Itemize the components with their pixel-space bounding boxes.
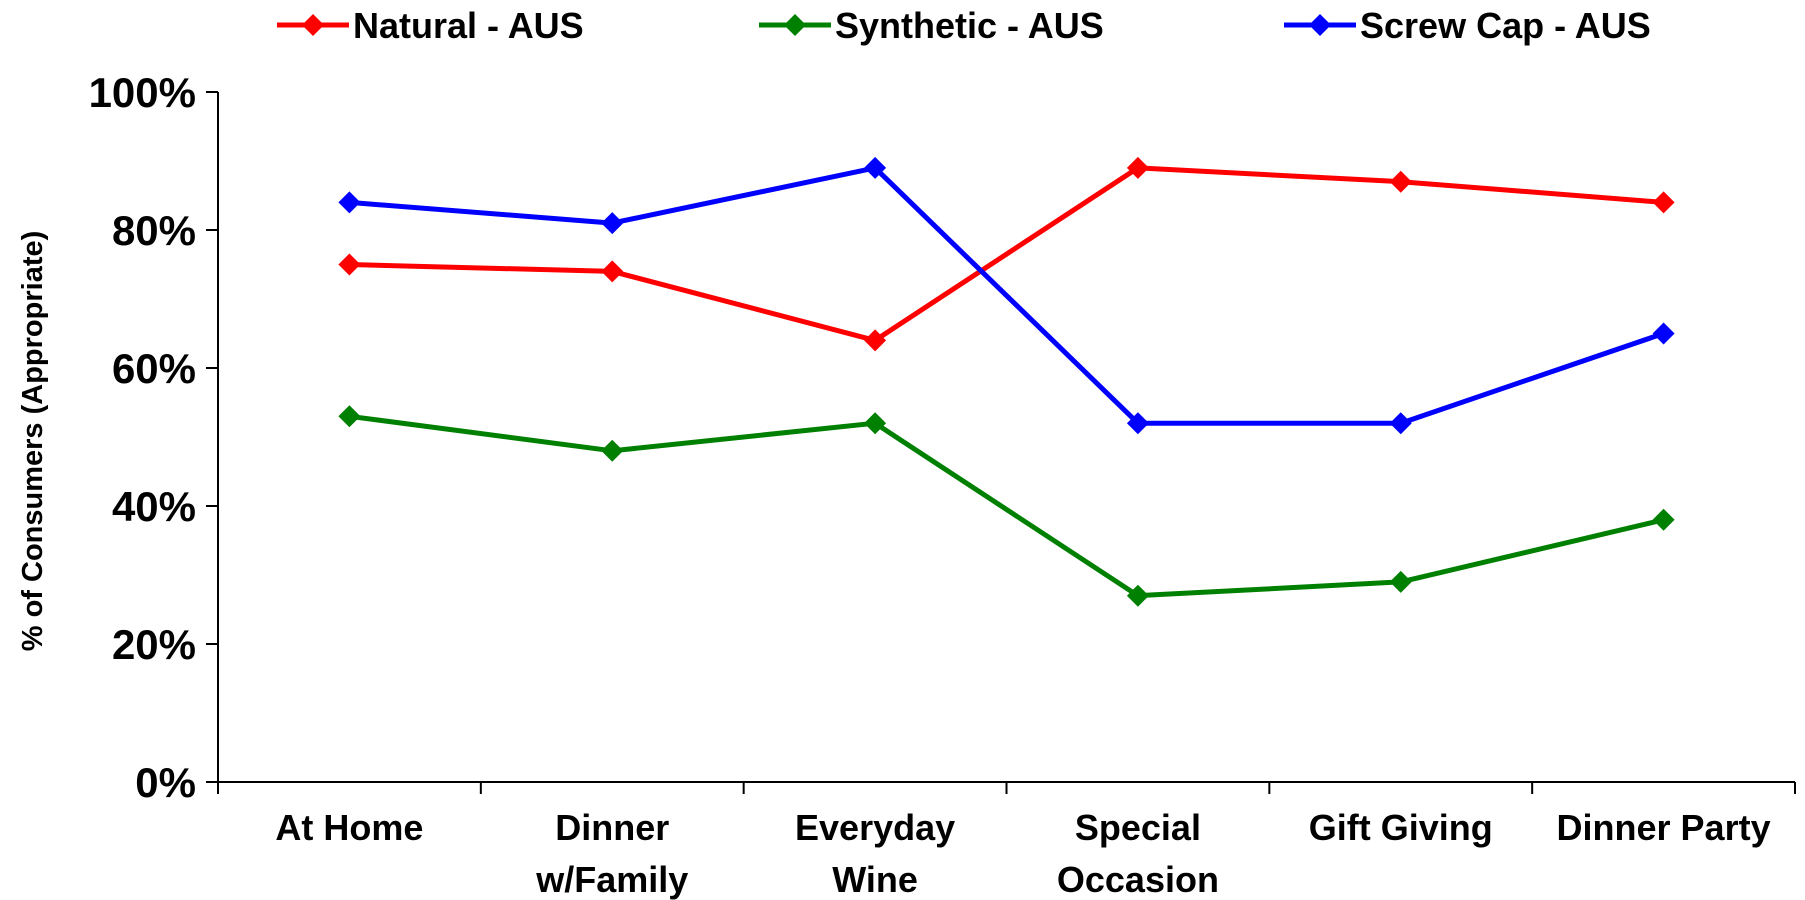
data-point: [1126, 156, 1149, 179]
y-tick-label: 40%: [112, 483, 196, 530]
y-tick-label: 80%: [112, 207, 196, 254]
data-point: [338, 253, 361, 276]
y-tick-label: 100%: [89, 69, 196, 116]
y-axis-label: % of Consumers (Appropriate): [17, 231, 49, 652]
series-line-2: [349, 165, 1665, 426]
data-point: [1126, 584, 1149, 607]
data-point: [864, 412, 887, 435]
data-point: [864, 156, 887, 179]
y-tick-label: 20%: [112, 621, 196, 668]
legend-label: Screw Cap - AUS: [1360, 5, 1651, 46]
data-point: [1389, 412, 1412, 435]
data-point: [1652, 191, 1675, 214]
data-point: [338, 191, 361, 214]
x-tick-label: Dinner w/Family: [535, 807, 688, 900]
data-point: [601, 260, 624, 283]
x-tick-label: Dinner Party: [1557, 807, 1771, 848]
data-point: [338, 405, 361, 428]
data-point: [1389, 570, 1412, 593]
y-tick-labels: 0% 20% 40% 60% 80% 100%: [89, 69, 196, 806]
legend-marker: [1309, 14, 1331, 36]
x-tick-label: Everyday Wine: [795, 807, 955, 900]
x-tick-label: Gift Giving: [1309, 807, 1493, 848]
x-tick-label: At Home: [275, 807, 423, 848]
legend-marker: [784, 14, 806, 36]
y-tick-label: 0%: [135, 759, 196, 806]
axes: [206, 91, 1796, 794]
series-line-0: [349, 165, 1664, 343]
legend-marker: [302, 14, 324, 36]
series-line-1: [349, 413, 1665, 599]
data-point: [1126, 412, 1149, 435]
y-tick-label: 60%: [112, 345, 196, 392]
data-point: [1652, 508, 1675, 531]
data-point: [864, 329, 887, 352]
data-point: [1652, 322, 1675, 345]
data-point: [601, 212, 624, 235]
x-tick-label: Special Occasion: [1057, 807, 1219, 900]
data-point: [1389, 170, 1412, 193]
data-point: [601, 439, 624, 462]
series-lines: [338, 156, 1675, 607]
x-tick-labels: At Home Dinner w/Family Everyday Wine Special…: [275, 807, 1770, 900]
legend-label: Synthetic - AUS: [835, 5, 1104, 46]
legend: Natural - AUS Synthetic - AUS Screw Cap - …: [277, 5, 1651, 46]
legend-label: Natural - AUS: [353, 5, 584, 46]
